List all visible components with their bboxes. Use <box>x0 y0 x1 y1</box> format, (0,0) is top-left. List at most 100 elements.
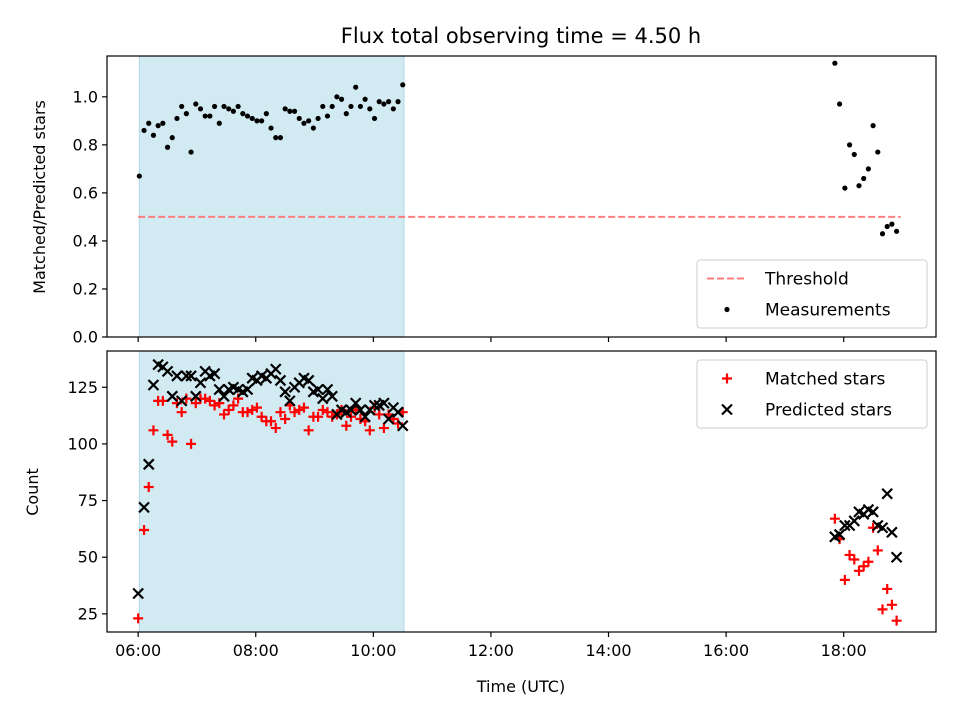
data-point <box>298 402 309 413</box>
data-point <box>175 395 188 407</box>
data-point <box>390 106 396 112</box>
data-point <box>374 409 385 420</box>
data-point <box>176 407 187 418</box>
y-tick-label: 100 <box>67 434 98 453</box>
x-tick-label: 12:00 <box>468 641 514 660</box>
data-point <box>162 429 173 440</box>
data-point <box>856 183 862 189</box>
data-point <box>180 370 193 382</box>
legend-swatch <box>722 373 732 384</box>
data-point <box>376 99 382 105</box>
data-point <box>872 545 883 556</box>
data-point <box>395 99 401 105</box>
data-point <box>132 587 144 600</box>
data-point <box>870 123 876 129</box>
data-point <box>249 115 255 122</box>
data-point <box>226 106 232 112</box>
data-point <box>274 374 287 387</box>
data-point <box>141 127 147 134</box>
top-y-axis-label: Matched/Predicted stars <box>30 100 49 294</box>
data-point <box>303 425 314 436</box>
data-point <box>357 103 364 110</box>
y-tick-label: 0.8 <box>73 135 98 154</box>
data-point <box>146 120 152 126</box>
data-point <box>836 101 843 107</box>
data-point <box>851 151 857 158</box>
data-point <box>884 223 890 230</box>
top-panel-ratio: 0.0 0.2 0.4 0.6 0.8 1.0 Threshold Measurements <box>73 55 937 347</box>
data-point <box>839 519 851 532</box>
data-point <box>185 370 197 382</box>
axes-frame <box>106 55 937 338</box>
data-point <box>842 185 848 191</box>
data-point <box>829 513 840 524</box>
data-point <box>341 420 352 431</box>
data-point <box>846 142 853 148</box>
legend-box <box>696 259 928 329</box>
data-point <box>204 395 215 406</box>
data-point <box>890 551 903 563</box>
data-point <box>279 386 291 398</box>
data-point <box>161 365 174 378</box>
data-point <box>396 420 409 432</box>
data-point <box>861 175 867 182</box>
data-point <box>133 613 144 624</box>
data-point <box>853 565 864 576</box>
data-point <box>157 395 168 406</box>
data-point <box>207 113 213 119</box>
data-point <box>312 383 324 396</box>
data-point <box>230 108 237 114</box>
x-tick-label: 06:00 <box>115 641 161 660</box>
data-point <box>208 367 221 380</box>
data-point <box>875 149 881 155</box>
legend: Matched stars Predicted stars <box>696 359 928 429</box>
data-point <box>867 506 879 518</box>
data-point <box>879 231 886 237</box>
data-point <box>268 125 274 131</box>
data-point <box>881 487 893 500</box>
data-point <box>891 615 902 626</box>
x-axis-label: Time (UTC) <box>476 677 565 696</box>
data-point <box>190 398 201 409</box>
data-point <box>228 400 239 411</box>
series-predicted-stars <box>132 358 903 600</box>
data-point <box>244 113 251 119</box>
data-point <box>889 221 895 227</box>
data-point <box>378 397 390 409</box>
data-point <box>310 125 316 131</box>
data-point <box>263 111 269 117</box>
legend-swatch <box>724 306 730 313</box>
data-point <box>202 113 208 119</box>
data-point <box>326 390 338 403</box>
data-point <box>216 120 222 126</box>
data-point <box>886 599 897 610</box>
data-point <box>316 392 329 405</box>
data-point <box>858 561 869 572</box>
x-tick-label: 14:00 <box>585 641 631 660</box>
data-point <box>359 410 371 423</box>
data-point <box>169 135 175 141</box>
data-point <box>833 528 846 541</box>
data-point <box>367 106 373 112</box>
bottom-panel-counts: 25 50 75 100 125 06:00 08:00 10:00 12:00 14:00 16:… <box>67 350 937 660</box>
data-point <box>313 411 324 422</box>
data-point <box>322 407 333 418</box>
legend-swatch <box>721 403 733 416</box>
data-point <box>832 60 838 66</box>
observing-window-shade <box>138 55 405 338</box>
data-point <box>211 103 218 110</box>
data-point <box>256 411 267 422</box>
data-point <box>378 423 389 434</box>
y-tick-label: 125 <box>67 378 98 397</box>
data-point <box>139 525 150 536</box>
data-point <box>254 118 260 124</box>
data-point <box>282 106 288 112</box>
data-point <box>183 111 189 117</box>
data-point <box>223 404 234 415</box>
data-point <box>877 604 888 615</box>
data-point <box>251 402 262 413</box>
data-point <box>334 94 340 100</box>
data-point <box>188 149 194 155</box>
data-point <box>371 115 378 122</box>
data-point <box>338 96 345 102</box>
